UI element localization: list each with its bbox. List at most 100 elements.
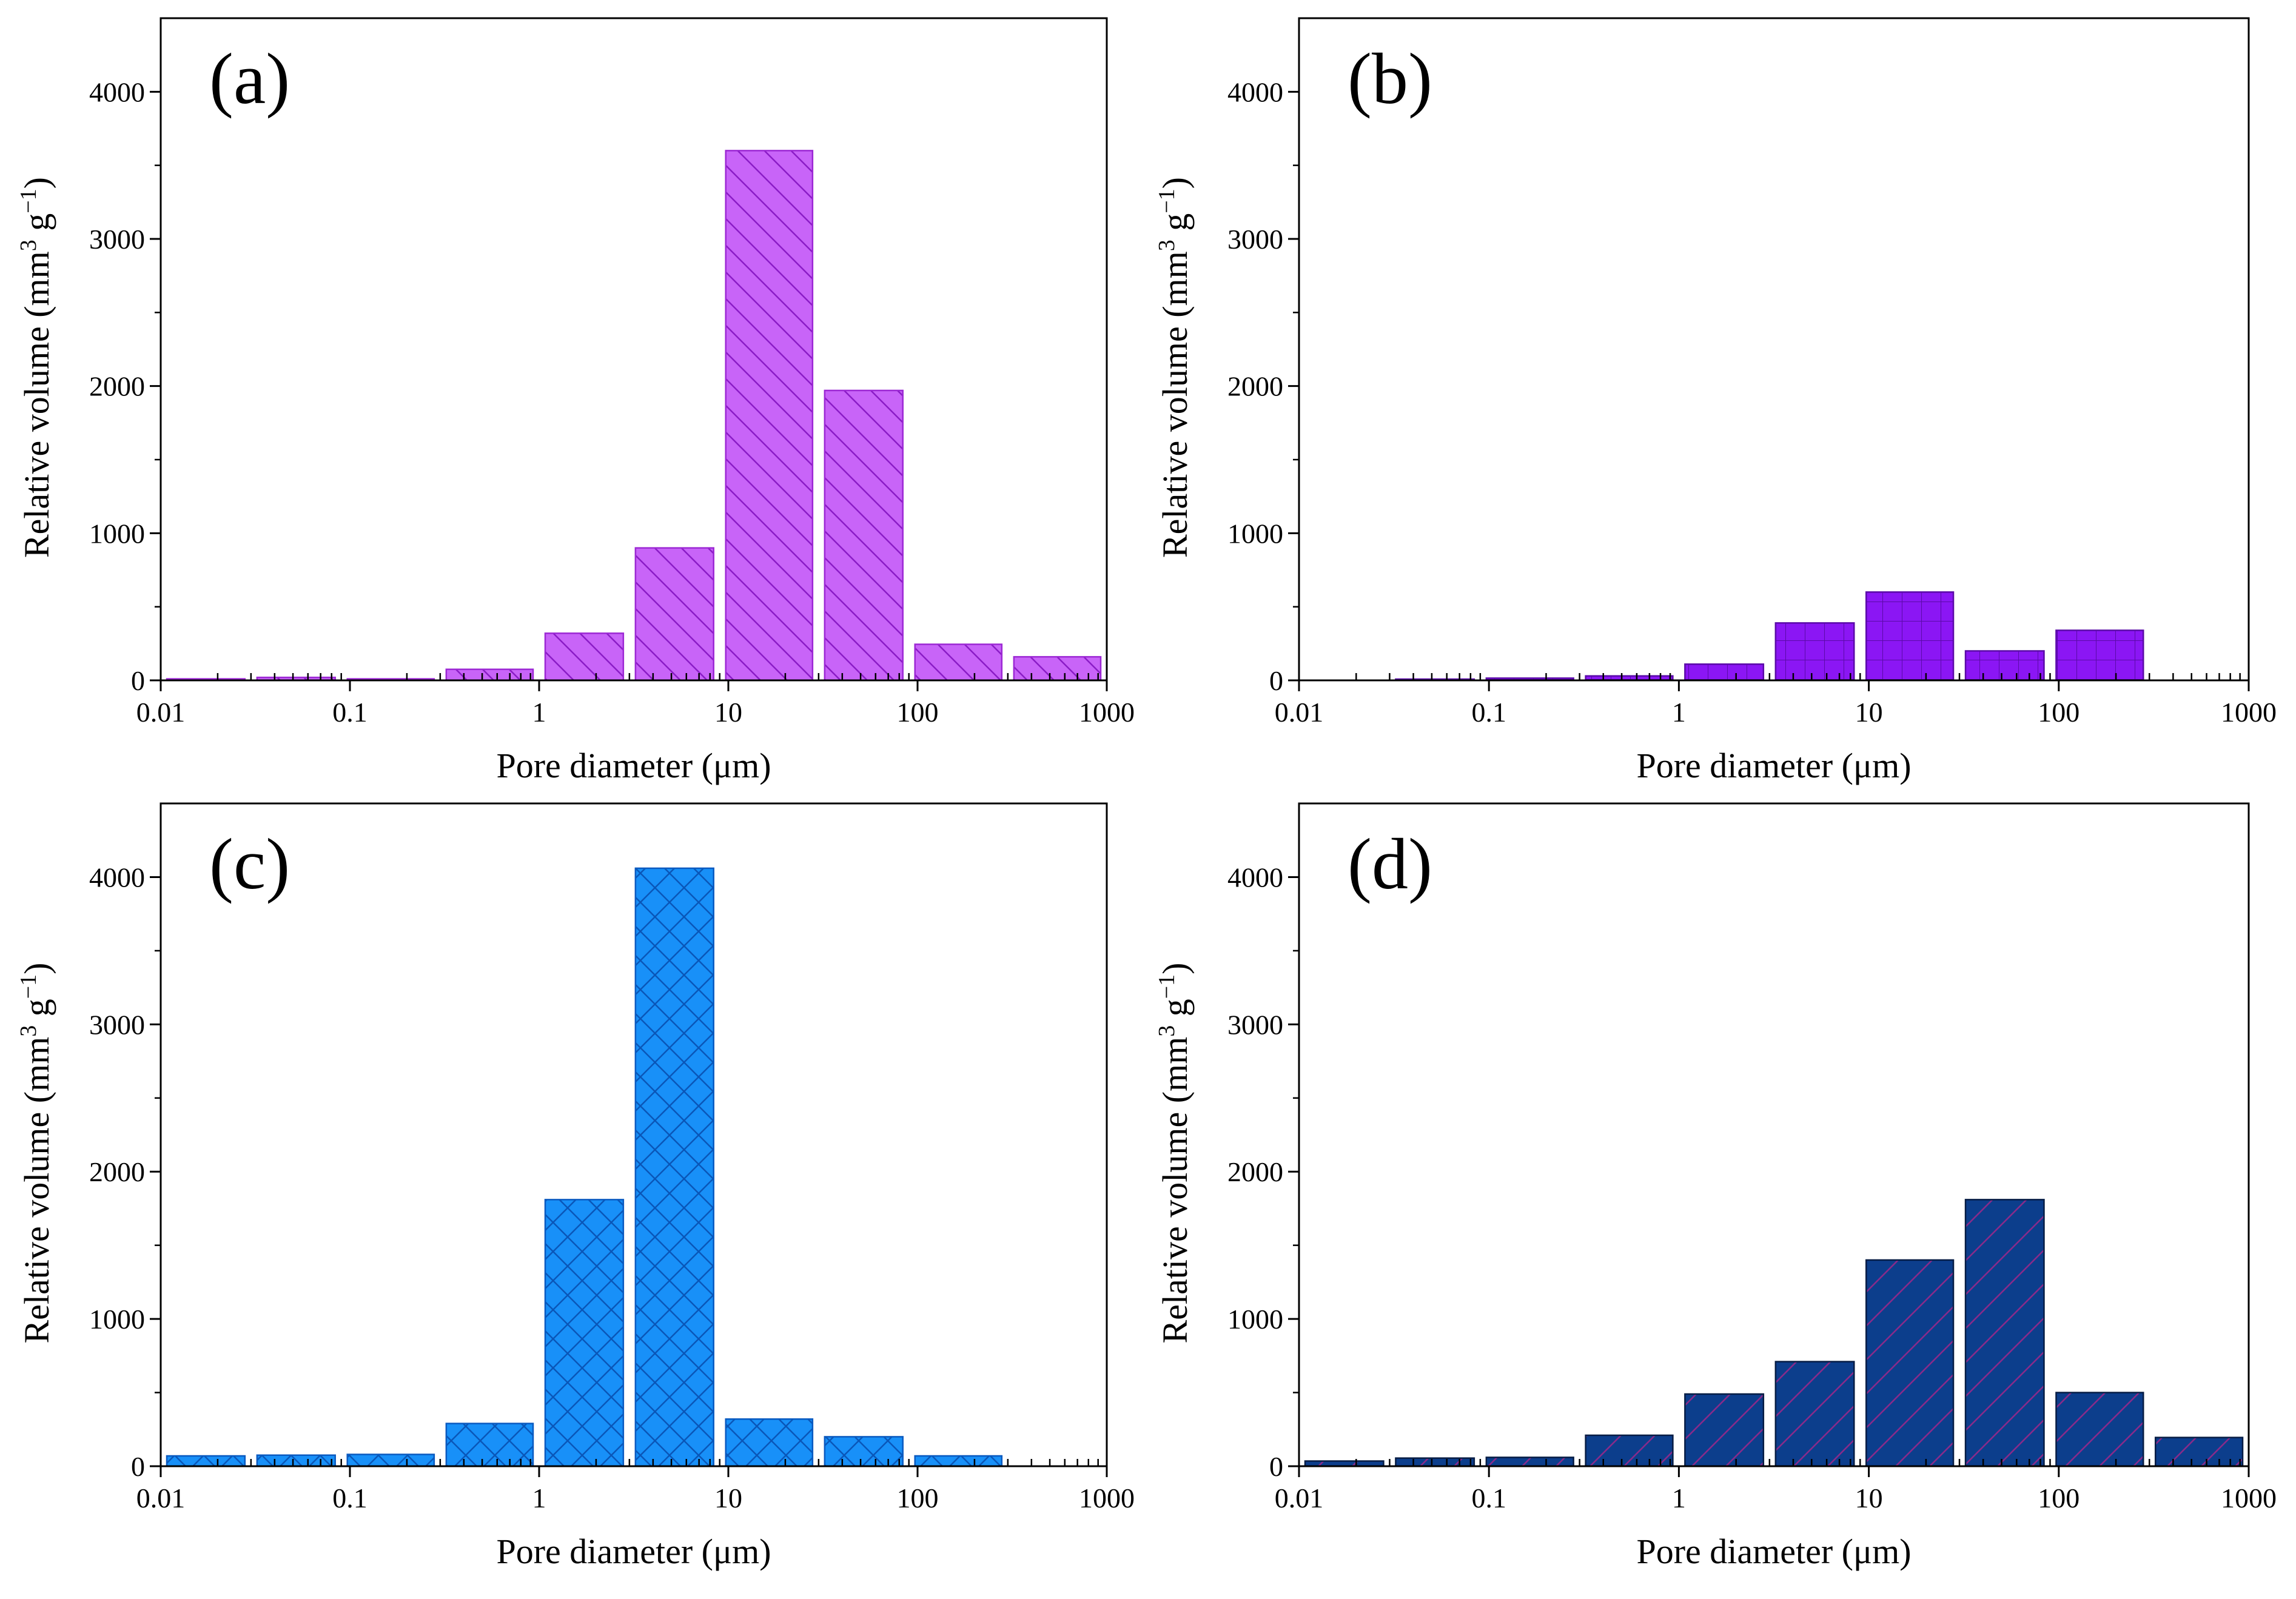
- panel-c-x-tick: 1000: [1079, 1466, 1135, 1514]
- panel-d-y-tick-label: 2000: [1227, 1156, 1283, 1187]
- panel-b-plot-frame: [1298, 17, 2250, 682]
- panel-d-x-tick-label: 0.1: [1471, 1483, 1506, 1514]
- panel-a-y-tick: 3000: [89, 224, 161, 255]
- panel-c-x-axis-title: Pore diameter (μm): [496, 1532, 771, 1571]
- panel-c-y-tick: 2000: [89, 1156, 161, 1187]
- panel-b-bar: [1684, 663, 1765, 682]
- panel-a-label: (a): [209, 38, 290, 119]
- panel-a-bar: [544, 632, 625, 682]
- panel-c-bar: [725, 1418, 814, 1467]
- panel-a-y-tick-label: 4000: [89, 76, 145, 107]
- panel-c-bar: [914, 1455, 1003, 1467]
- panel-c-y-tick: 3000: [89, 1009, 161, 1040]
- panel-d-x-tick-label: 10: [1855, 1483, 1883, 1514]
- panel-c-y-tick-label: 2000: [89, 1156, 145, 1187]
- panel-d-bar: [1774, 1361, 1855, 1467]
- panel-b-x-tick-label: 10: [1855, 697, 1883, 728]
- panel-b-y-tick: 4000: [1227, 76, 1299, 107]
- panel-d-y-tick: 1000: [1227, 1304, 1299, 1335]
- panel-b-y-tick: 2000: [1227, 371, 1299, 402]
- panel-c-x-tick-label: 0.1: [332, 1483, 368, 1514]
- panel-b-label: (b): [1348, 38, 1432, 119]
- panel-b-y-tick-label: 2000: [1227, 371, 1283, 402]
- panel-c-y-tick: 1000: [89, 1304, 161, 1335]
- panel-d-bar: [1485, 1457, 1574, 1467]
- panel-a-plot-frame: [159, 17, 1108, 682]
- panel-a-x-tick-label: 1: [532, 697, 546, 728]
- panel-a-y-tick-label: 3000: [89, 224, 145, 255]
- panel-d-bar: [1865, 1259, 1955, 1467]
- panel-c-label: (c): [209, 823, 290, 904]
- panel-d-bar: [1684, 1393, 1765, 1467]
- panel-b-x-axis-title: Pore diameter (μm): [1636, 746, 1911, 785]
- panel-d-y-tick: 0: [1269, 1451, 1299, 1482]
- panel-a-y-axis-title: Relative volume (mm3 g−1): [16, 177, 56, 558]
- panel-a: 0 1000 2000 3000 4000 0.01 0.1 1 10 100 1000 (a) P…: [16, 17, 1135, 785]
- panel-b-bar: [2055, 629, 2144, 682]
- panel-d-bar: [2055, 1392, 2144, 1467]
- panel-b-bar: [1964, 650, 2045, 682]
- panel-a-y-tick: 1000: [89, 518, 161, 549]
- panel-a-x-axis-title: Pore diameter (μm): [496, 746, 771, 785]
- panel-c-y-axis-title: Relative volume (mm3 g−1): [16, 962, 56, 1343]
- panel-d-x-tick: 1000: [2221, 1466, 2277, 1514]
- panel-a-y-tick-label: 2000: [89, 371, 145, 402]
- panel-d-bar: [1395, 1457, 1475, 1467]
- panel-c-y-tick-label: 0: [131, 1451, 145, 1482]
- panel-b-y-tick-label: 3000: [1227, 224, 1283, 255]
- panel-c-bar: [256, 1454, 336, 1467]
- panel-b-x-tick: 1: [1672, 680, 1686, 728]
- panel-a-y-tick: 0: [131, 665, 161, 696]
- panel-a-x-tick-label: 10: [714, 697, 742, 728]
- panel-b-bar: [1865, 591, 1955, 682]
- panel-c-x-tick-label: 1: [532, 1483, 546, 1514]
- panel-b-y-tick-label: 1000: [1227, 518, 1283, 549]
- panel-a-x-tick: 1000: [1079, 680, 1135, 728]
- panel-d-bar: [1585, 1434, 1674, 1467]
- panel-d-plot-frame: [1298, 802, 2250, 1467]
- panel-a-x-tick: 0.01: [136, 680, 186, 728]
- panel-a-y-tick-label: 1000: [89, 518, 145, 549]
- panel-a-x-tick: 10: [714, 680, 742, 728]
- panel-d-x-tick: 10: [1855, 1466, 1883, 1514]
- panel-b-bars: [1395, 591, 2144, 682]
- panel-d-bar: [1964, 1199, 2045, 1467]
- panel-d-y-tick: 2000: [1227, 1156, 1299, 1187]
- panel-a-y-tick: 2000: [89, 371, 161, 402]
- panel-d-x-tick: 0.01: [1275, 1466, 1323, 1514]
- panel-d-x-tick-label: 1000: [2221, 1483, 2277, 1514]
- panel-b-x-tick: 1000: [2221, 680, 2277, 728]
- panel-a-x-tick: 100: [897, 680, 939, 728]
- panel-d-x-axis-title: Pore diameter (μm): [1636, 1532, 1911, 1571]
- panel-b-x-tick: 0.1: [1471, 680, 1506, 728]
- panel-c-bar: [634, 867, 714, 1467]
- panel-c-bar: [346, 1453, 435, 1467]
- panel-d-y-axis-title: Relative volume (mm3 g−1): [1154, 962, 1195, 1343]
- panel-b-bar: [1774, 622, 1855, 682]
- panel-c-x-tick: 100: [897, 1466, 939, 1514]
- panel-c-bar: [166, 1455, 246, 1467]
- panel-c-x-tick: 0.01: [136, 1466, 185, 1514]
- panel-a-x-tick: 0.1: [332, 680, 368, 728]
- panel-b-x-tick-label: 1: [1672, 697, 1686, 728]
- panel-b-x-tick: 0.01: [1275, 680, 1324, 728]
- panel-c-ticks: 0 1000 2000 3000 4000 0.01 0.1 1 10 100 1000: [89, 862, 1135, 1514]
- panel-c-x-tick-label: 100: [897, 1483, 939, 1514]
- panel-a-ticks: 0 1000 2000 3000 4000 0.01 0.1 1 10 100 1000: [89, 76, 1135, 728]
- panel-c: 0 1000 2000 3000 4000 0.01 0.1 1 10 100 1000 (c) P…: [16, 802, 1135, 1571]
- panel-d-bar: [2154, 1436, 2244, 1467]
- panel-b-x-tick: 10: [1855, 680, 1883, 728]
- panel-a-y-tick: 4000: [89, 76, 161, 107]
- panel-b-x-tick-label: 0.01: [1275, 697, 1324, 728]
- panel-c-y-tick: 0: [131, 1451, 161, 1482]
- panel-a-x-tick-label: 0.01: [136, 697, 186, 728]
- panel-d-y-tick-label: 3000: [1227, 1009, 1283, 1040]
- panel-b-y-axis-title: Relative volume (mm3 g−1): [1154, 177, 1195, 558]
- panel-c-y-tick-label: 1000: [89, 1304, 145, 1335]
- panel-c-bar: [445, 1423, 534, 1467]
- panel-a-bar: [914, 643, 1003, 682]
- panel-c-x-tick-label: 10: [714, 1483, 742, 1514]
- panel-d-x-tick: 0.1: [1471, 1466, 1506, 1514]
- panel-d: 0 1000 2000 3000 4000 0.01 0.1 1 10 100 1000 (d) P…: [1154, 802, 2277, 1571]
